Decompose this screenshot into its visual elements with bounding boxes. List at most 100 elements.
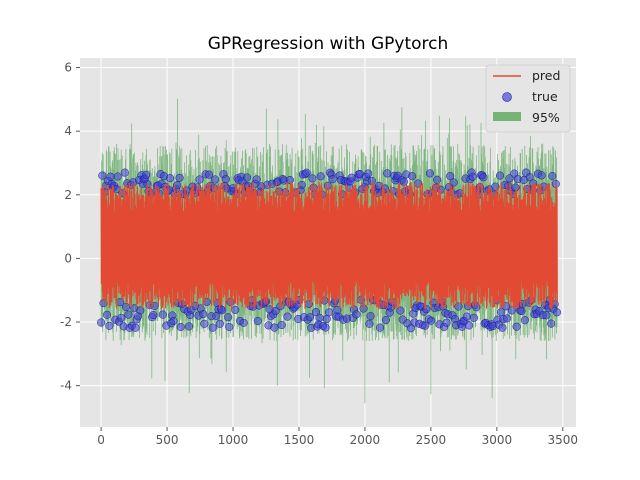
true-point	[315, 313, 324, 322]
true-point	[195, 175, 204, 184]
true-point	[547, 319, 556, 328]
legend-true-label: true	[532, 89, 558, 104]
true-point	[270, 323, 279, 332]
true-point	[325, 308, 334, 317]
y-axis-ticks: -4 -2 0 2 4 6	[60, 61, 80, 393]
true-point	[433, 175, 442, 184]
true-point	[283, 312, 292, 321]
x-tick-label: 2000	[350, 433, 381, 447]
true-point	[525, 173, 534, 182]
y-tick-label: -4	[60, 379, 72, 393]
true-point	[479, 173, 488, 182]
pred-line	[100, 182, 558, 310]
true-point	[176, 322, 185, 332]
true-point	[408, 172, 417, 181]
true-point	[449, 178, 458, 187]
true-point	[507, 306, 516, 315]
true-point	[113, 172, 122, 181]
true-point	[495, 171, 505, 180]
true-point	[421, 321, 430, 330]
true-point	[215, 319, 224, 328]
true-point	[149, 310, 158, 320]
true-point	[124, 310, 133, 319]
true-point	[165, 174, 175, 183]
true-point	[308, 174, 317, 183]
true-point	[321, 323, 330, 332]
true-point	[117, 313, 126, 322]
y-tick-label: -2	[60, 315, 72, 329]
true-point	[173, 181, 182, 190]
true-point	[169, 316, 178, 326]
true-point	[142, 170, 151, 179]
y-tick-label: 4	[64, 124, 72, 138]
true-point	[105, 321, 114, 330]
x-tick-label: 0	[97, 433, 105, 447]
true-point	[97, 318, 106, 327]
true-point	[498, 323, 507, 332]
true-point	[239, 318, 248, 327]
true-point	[316, 172, 325, 181]
true-point	[175, 173, 184, 182]
true-point	[253, 316, 262, 326]
true-point	[446, 171, 455, 181]
true-point	[328, 175, 337, 184]
true-point	[425, 169, 435, 178]
true-point	[427, 316, 436, 325]
legend: pred true 95%	[485, 64, 571, 133]
y-tick-label: 0	[64, 251, 72, 265]
true-point	[224, 313, 233, 322]
true-point	[364, 169, 373, 178]
legend-band-label: 95%	[532, 110, 560, 125]
true-point	[131, 323, 140, 332]
chart-title: GPRegression with GPytorch	[208, 34, 449, 54]
true-point	[462, 312, 471, 321]
true-point	[383, 169, 392, 178]
true-point	[221, 175, 230, 184]
true-point	[271, 306, 280, 316]
true-point	[511, 183, 520, 192]
true-point	[243, 173, 252, 182]
true-point	[199, 310, 208, 319]
true-point	[422, 305, 431, 314]
true-point	[552, 308, 562, 317]
legend-pred-label: pred	[532, 68, 560, 83]
true-point	[158, 310, 167, 319]
true-point	[208, 323, 217, 332]
true-point	[98, 171, 107, 180]
true-point	[136, 306, 145, 315]
true-point	[200, 319, 209, 328]
true-point	[512, 322, 521, 331]
true-point	[120, 168, 129, 177]
x-tick-label: 1500	[284, 433, 315, 447]
true-point	[381, 315, 391, 325]
true-point	[548, 171, 557, 181]
true-point	[184, 322, 194, 331]
true-point	[231, 305, 240, 314]
true-point	[503, 314, 512, 323]
true-point	[306, 313, 315, 322]
x-tick-label: 3000	[482, 433, 513, 447]
true-point	[106, 172, 115, 181]
true-point	[537, 171, 546, 180]
true-point	[542, 311, 551, 320]
true-point	[365, 319, 374, 328]
x-tick-label: 1000	[218, 433, 249, 447]
true-point	[302, 168, 311, 177]
true-point	[491, 182, 500, 191]
pred-line-path	[100, 182, 558, 310]
true-point	[469, 313, 478, 322]
x-tick-label: 3500	[548, 433, 579, 447]
true-point	[520, 316, 529, 325]
true-point	[311, 307, 321, 317]
legend-true-swatch	[502, 92, 512, 102]
true-point	[442, 318, 451, 327]
true-point	[102, 310, 112, 319]
true-point	[211, 175, 220, 184]
true-point	[352, 310, 361, 319]
true-point	[505, 174, 514, 183]
y-tick-label: 6	[64, 61, 72, 75]
true-point	[205, 170, 214, 179]
legend-band-swatch	[493, 112, 521, 121]
true-point	[225, 322, 234, 332]
